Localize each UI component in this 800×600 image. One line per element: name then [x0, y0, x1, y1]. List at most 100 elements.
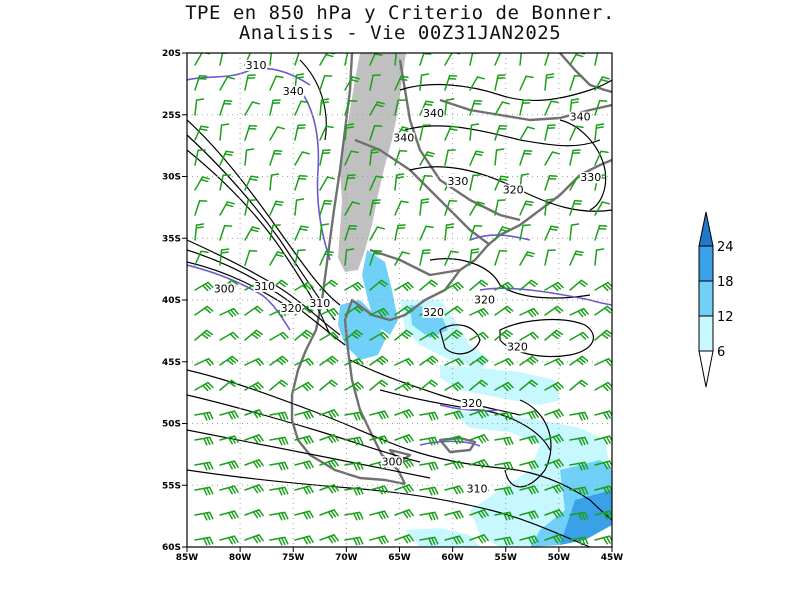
wind-barb	[219, 150, 234, 166]
wind-barb	[519, 99, 531, 116]
wind-barb	[219, 174, 231, 191]
wind-barb	[519, 251, 536, 266]
wind-barb	[419, 174, 433, 191]
wind-barb	[594, 53, 599, 66]
wind-barb	[244, 199, 256, 216]
wind-barb	[194, 411, 214, 421]
colorbar-segment	[698, 280, 714, 317]
wind-barb	[394, 381, 414, 392]
contour-label: 300	[214, 282, 235, 295]
border-line	[439, 98, 612, 122]
wind-barb	[419, 225, 434, 241]
wind-barb	[544, 534, 564, 544]
wind-barb	[194, 281, 214, 292]
contour-line	[439, 324, 481, 355]
wind-barb	[369, 435, 389, 445]
wind-barb	[494, 486, 514, 496]
wind-barb	[344, 381, 364, 392]
wind-barb	[569, 279, 588, 291]
wind-barb	[569, 536, 589, 546]
wind-barb	[494, 357, 514, 367]
wind-barb	[444, 149, 456, 166]
wind-barb	[244, 329, 263, 341]
wind-barb	[494, 175, 509, 191]
lat-tick-label: 45S	[162, 358, 181, 368]
colorbar-segment	[698, 245, 714, 282]
wind-barb	[269, 53, 277, 66]
lon-tick-label: 85W	[176, 553, 199, 563]
lat-tick-label: 50S	[162, 420, 181, 430]
wind-barb	[194, 436, 214, 446]
wind-barb	[419, 124, 431, 141]
wind-barb	[369, 307, 389, 318]
wind-barb	[294, 510, 314, 520]
wind-barb	[494, 305, 514, 316]
wind-barb	[394, 305, 414, 316]
contour-label-bg	[245, 59, 268, 71]
wind-barb	[544, 124, 556, 141]
wind-barb	[569, 125, 584, 141]
wind-barb	[594, 76, 611, 91]
wind-barb	[469, 174, 481, 191]
wind-barb	[544, 73, 555, 91]
contour-line	[299, 89, 331, 261]
wind-barb	[494, 411, 514, 421]
wind-barb	[269, 355, 289, 366]
wind-barb	[544, 174, 558, 191]
wind-barb	[494, 101, 511, 116]
wind-barb	[269, 99, 281, 116]
wind-barb	[519, 307, 539, 318]
wind-barb	[444, 357, 464, 367]
wind-barb	[344, 461, 364, 471]
wind-barb	[494, 199, 506, 216]
wind-barb	[394, 173, 405, 191]
wind-barb	[544, 509, 564, 519]
wind-barb	[469, 76, 486, 91]
map-title-line2: Analisis - Vie 00Z31JAN2025	[238, 22, 562, 44]
wind-barb	[594, 435, 612, 445]
wind-barb	[219, 76, 236, 91]
wind-barb	[569, 511, 589, 521]
wind-barb	[569, 74, 583, 91]
wind-barb	[519, 435, 539, 445]
wind-barb	[519, 460, 539, 470]
wind-barb	[444, 535, 464, 545]
wind-barb	[594, 410, 612, 420]
wind-barb	[594, 99, 608, 116]
wind-barb	[219, 307, 239, 318]
wind-barb	[444, 125, 459, 141]
wind-barb	[269, 331, 289, 341]
wind-barb	[269, 251, 286, 266]
contour-label: 340	[423, 107, 444, 120]
contour-label: 310	[309, 297, 330, 310]
wind-barb	[494, 74, 506, 91]
wind-barb	[594, 485, 612, 495]
wind-barb	[269, 486, 289, 496]
lat-tick-label: 30S	[162, 173, 181, 183]
wind-barb	[244, 305, 264, 316]
contour-label: 310	[246, 59, 267, 72]
wind-barb	[444, 460, 464, 470]
wind-barb	[494, 461, 514, 471]
wind-barb	[544, 198, 555, 216]
wind-barb	[244, 249, 258, 266]
wind-barb	[319, 223, 330, 241]
wind-barb	[294, 410, 314, 420]
wind-barb	[269, 511, 289, 521]
colorbar-label: 24	[717, 240, 734, 255]
wind-barb	[544, 381, 564, 392]
wind-barb	[394, 357, 414, 367]
contour-line	[187, 469, 591, 547]
wind-barb	[394, 99, 406, 116]
wind-barb	[469, 201, 486, 216]
wind-barb	[394, 329, 413, 341]
wind-barb	[194, 98, 205, 116]
wind-barb	[294, 329, 313, 341]
wind-barb	[419, 279, 438, 291]
wind-barb	[394, 534, 414, 544]
contour-label-bg	[466, 483, 489, 495]
wind-barb	[444, 223, 455, 241]
wind-barb	[244, 74, 256, 91]
contour-line	[187, 249, 346, 346]
